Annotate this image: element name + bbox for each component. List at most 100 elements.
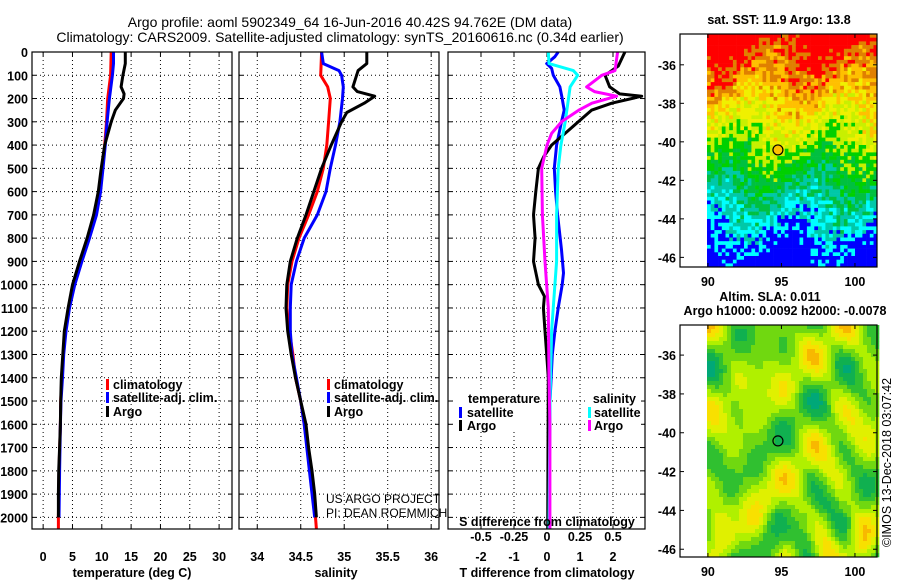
map-cell (851, 244, 856, 249)
map-cell (810, 226, 815, 231)
map-cell (839, 445, 844, 450)
map-cell (869, 85, 874, 90)
map-cell (873, 219, 878, 223)
map-cell (743, 461, 748, 466)
map-cell (743, 385, 748, 390)
map-cell (829, 59, 834, 64)
map-cell (787, 385, 792, 390)
map-cell (771, 473, 776, 478)
map-cell (869, 34, 874, 38)
map-cell (787, 477, 792, 482)
map-cell (718, 159, 723, 164)
map-cell (799, 226, 804, 231)
map-cell (775, 453, 780, 458)
map-cell (806, 219, 811, 223)
map-cell (751, 222, 756, 227)
map-cell (735, 401, 740, 406)
map-cell (814, 37, 819, 42)
depth-tick-label: 1200 (0, 325, 28, 339)
map-cell (858, 34, 863, 38)
map-cell (707, 93, 711, 98)
map-cell (729, 219, 734, 223)
map-cell (858, 119, 863, 124)
map-cell (718, 185, 723, 190)
map-cell (777, 78, 782, 83)
map-cell (803, 133, 808, 138)
map-cell (766, 34, 771, 38)
map-cell (751, 429, 756, 434)
map-cell (739, 401, 744, 406)
map-cell (714, 63, 719, 68)
map-cell (803, 152, 808, 157)
map-cell (769, 89, 774, 94)
map-cell (843, 397, 848, 402)
map-cell (718, 211, 723, 216)
map-cell (755, 96, 760, 101)
map-cell (843, 74, 848, 79)
map-cell (725, 126, 730, 131)
map-cell (863, 365, 868, 370)
map-cell (731, 437, 736, 442)
map-cell (755, 405, 760, 410)
map-cell (755, 457, 760, 462)
map-cell (847, 365, 852, 370)
map-cell (829, 196, 834, 201)
map-cell (869, 48, 874, 53)
map-cell (736, 167, 741, 172)
map-cell (811, 409, 816, 414)
map-cell (769, 263, 774, 268)
map-cell (783, 433, 788, 438)
map-cell (818, 263, 822, 268)
map-cell (815, 425, 820, 430)
map-cell (715, 393, 720, 398)
map-cell (783, 449, 788, 454)
map-cell (814, 74, 819, 79)
map-cell (840, 215, 845, 220)
map-cell (815, 377, 820, 382)
map-cell (747, 211, 752, 216)
map-cell (769, 219, 774, 223)
map-cell (715, 349, 720, 354)
map-cell (810, 48, 815, 53)
map-cell (869, 189, 874, 194)
map-cell (799, 237, 804, 242)
map-cell (859, 433, 864, 438)
map-cell (735, 365, 740, 370)
map-cell (721, 244, 726, 249)
map-cell (863, 437, 868, 442)
map-cell (759, 345, 764, 350)
map-cell (840, 263, 845, 268)
map-cell (811, 449, 816, 454)
map-cell (743, 417, 748, 422)
map-cell (829, 48, 834, 53)
map-cell (747, 389, 752, 394)
map-cell (758, 174, 763, 179)
map-cell (836, 178, 841, 183)
map-cell (773, 59, 778, 64)
map-cell (758, 145, 763, 149)
map-cell (766, 156, 771, 161)
argo-position-marker (772, 144, 784, 156)
map-cell (779, 373, 784, 378)
map-cell (829, 85, 834, 90)
map-cell (787, 417, 792, 422)
map-cell (843, 248, 848, 253)
map-cell (825, 204, 830, 209)
map-cell (719, 409, 724, 414)
map-cell (821, 78, 826, 83)
map-cell (732, 244, 737, 249)
map-cell (787, 397, 792, 402)
map-cell (723, 433, 728, 438)
map-cell (751, 393, 756, 398)
map-cell (795, 126, 800, 131)
map-cell (727, 373, 732, 378)
map-cell (815, 409, 820, 414)
map-cell (862, 59, 867, 64)
map-cell (766, 178, 771, 183)
map-cell (766, 108, 771, 112)
map-cell (792, 34, 797, 38)
map-cell (851, 200, 856, 205)
map-cell (732, 37, 737, 42)
map-cell (867, 445, 872, 450)
map-cell (795, 441, 800, 446)
